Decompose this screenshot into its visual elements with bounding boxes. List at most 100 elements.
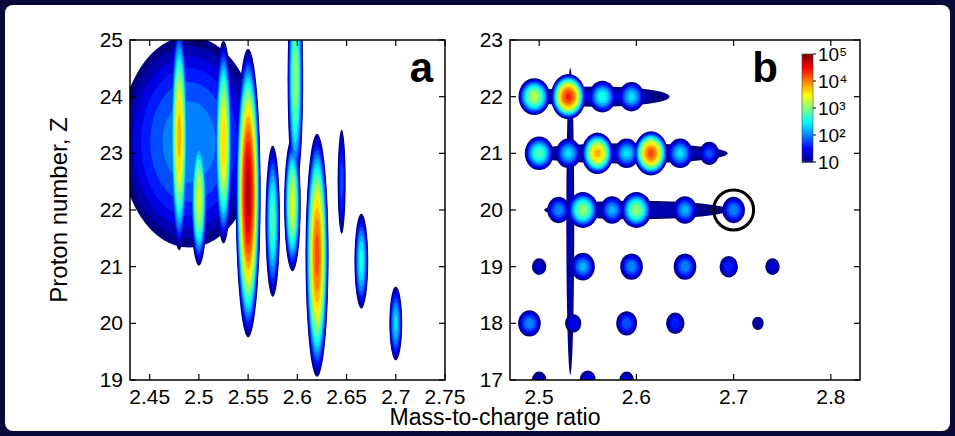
count-blob: [634, 131, 668, 175]
count-blob: [237, 60, 260, 325]
count-blob: [547, 197, 570, 223]
count-blob: [240, 104, 256, 283]
count-blob: [569, 318, 578, 329]
count-blob: [175, 80, 184, 192]
y-tick-label: 22: [100, 198, 123, 221]
count-blob: [591, 145, 604, 162]
count-blob: [639, 138, 662, 168]
count-blob: [624, 196, 648, 225]
x-tick: [198, 40, 199, 46]
count-blob: [290, 182, 296, 227]
count-blob: [313, 208, 322, 303]
count-blob: [358, 235, 365, 287]
count-blob: [532, 258, 546, 275]
count-blob: [669, 141, 691, 166]
count-blob: [676, 200, 693, 220]
x-tick: [248, 374, 249, 380]
count-blob: [522, 83, 546, 111]
x-tick: [539, 374, 540, 380]
count-blob: [239, 87, 257, 299]
count-blob: [585, 137, 610, 169]
count-blob: [551, 201, 567, 219]
y-tick-label: 24: [100, 85, 124, 108]
x-tick-label: 2.6: [283, 385, 312, 408]
count-blob: [727, 203, 740, 218]
y-tick-label: 19: [100, 368, 123, 391]
count-blob: [602, 198, 622, 221]
count-blob: [673, 196, 697, 224]
count-blob: [573, 198, 594, 222]
count-blob: [520, 80, 549, 114]
count-blob: [572, 254, 594, 280]
y-tick: [854, 209, 860, 210]
count-blob: [554, 205, 563, 215]
count-blob: [556, 81, 580, 112]
x-tick-label: 2.65: [326, 385, 367, 408]
count-blob: [358, 241, 364, 281]
count-blob: [173, 60, 185, 213]
y-tick: [439, 153, 445, 154]
y-tick: [130, 209, 136, 210]
count-blob: [699, 142, 719, 165]
count-blob: [576, 258, 591, 275]
count-blob: [555, 80, 581, 113]
count-blob: [269, 183, 276, 261]
count-blob: [587, 139, 608, 167]
count-blob: [640, 139, 661, 167]
count-blob: [357, 230, 366, 291]
count-blob: [619, 372, 633, 380]
y-tick: [439, 39, 445, 40]
count-blob: [628, 201, 644, 219]
count-blob: [668, 140, 692, 167]
count-blob: [268, 169, 278, 273]
count-blob: [356, 223, 367, 299]
count-blob: [585, 137, 611, 171]
count-blob: [590, 143, 606, 163]
count-blob: [573, 323, 574, 324]
count-blob: [624, 88, 638, 105]
count-blob: [552, 203, 565, 218]
count-blob: [287, 160, 298, 248]
count-blob: [560, 143, 577, 163]
y-axis-title: Proton number, Z: [45, 117, 72, 302]
count-blob: [619, 314, 635, 333]
count-blob: [567, 316, 580, 331]
count-blob: [594, 86, 611, 106]
y-tick: [130, 323, 136, 324]
count-blob: [291, 193, 294, 217]
count-blob: [617, 142, 637, 165]
count-blob: [340, 164, 343, 199]
count-blob: [620, 253, 643, 279]
count-blob: [627, 262, 636, 272]
y-tick-label: 20: [480, 198, 503, 221]
count-blob: [338, 130, 346, 234]
count-blob: [572, 197, 595, 223]
count-blob: [723, 198, 744, 222]
count-blob: [314, 219, 321, 292]
colorbar-tick: [813, 162, 816, 163]
y-tick-label: 23: [100, 141, 123, 164]
count-blob: [582, 133, 613, 173]
count-blob: [390, 292, 401, 355]
count-blob: [755, 319, 762, 327]
y-tick: [130, 379, 136, 380]
count-blob: [630, 203, 643, 218]
count-blob: [216, 52, 232, 231]
count-blob: [670, 142, 690, 165]
count-blob: [588, 141, 608, 167]
count-blob: [312, 199, 323, 311]
colorbar-tick-label: 10: [818, 152, 839, 173]
count-blob: [548, 198, 569, 222]
x-tick: [444, 374, 445, 380]
count-blob: [554, 78, 584, 116]
count-blob: [639, 137, 663, 169]
count-blob: [195, 164, 204, 234]
panel-1: 2.52.62.72.81718192021222310⁵10⁴10³10²10…: [480, 28, 860, 408]
count-blob: [616, 311, 637, 335]
count-blob: [621, 255, 642, 279]
x-tick: [149, 374, 150, 380]
x-tick: [297, 374, 298, 380]
colorbar-tick: [813, 108, 816, 109]
plot-frame: [130, 40, 445, 380]
count-blob: [267, 159, 279, 284]
